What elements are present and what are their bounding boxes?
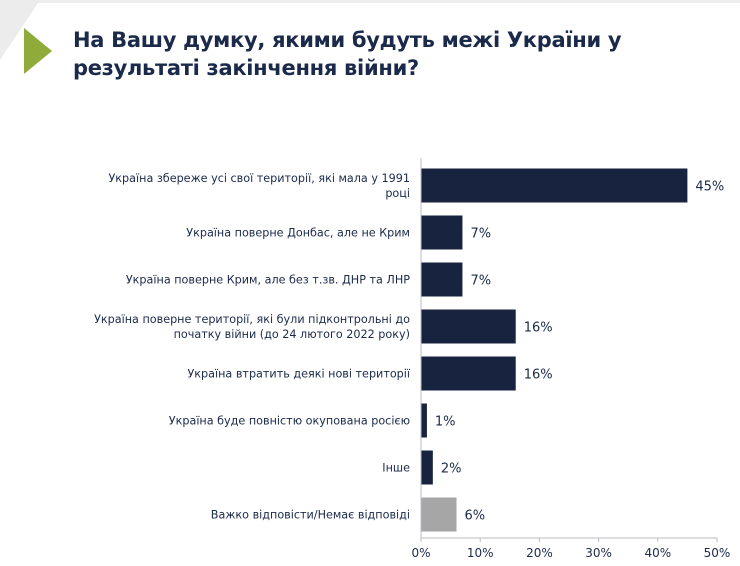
category-label: Україна збереже усі свої території, які … bbox=[108, 172, 410, 185]
bar bbox=[421, 450, 433, 485]
page-title: На Вашу думку, якими будуть межі України… bbox=[73, 28, 622, 80]
top-border bbox=[0, 0, 740, 3]
data-label: 45% bbox=[695, 180, 724, 195]
bar bbox=[421, 262, 463, 297]
x-tick-label: 40% bbox=[644, 546, 671, 560]
category-label: році bbox=[385, 187, 410, 200]
data-label: 7% bbox=[470, 274, 491, 289]
data-label: 1% bbox=[435, 415, 456, 430]
bar bbox=[421, 309, 516, 344]
category-label: Важко відповісти/Немає відповіді bbox=[211, 509, 410, 522]
data-label: 16% bbox=[524, 368, 553, 383]
data-label: 7% bbox=[470, 227, 491, 242]
bar bbox=[421, 497, 457, 532]
category-label: Інше bbox=[382, 462, 410, 475]
x-tick-label: 30% bbox=[585, 546, 612, 560]
bar bbox=[421, 215, 463, 250]
x-tick-label: 10% bbox=[467, 546, 494, 560]
category-label: Україна втратить деякі нові території bbox=[187, 368, 410, 381]
category-label: Україна поверне Донбас, але не Крим bbox=[186, 227, 410, 240]
data-label: 16% bbox=[524, 321, 553, 336]
category-label: Україна поверне території, які були підк… bbox=[94, 313, 410, 326]
category-label: Україна поверне Крим, але без т.зв. ДНР … bbox=[126, 274, 410, 287]
x-tick-label: 50% bbox=[704, 546, 731, 560]
data-label: 6% bbox=[465, 509, 486, 524]
bar bbox=[421, 403, 427, 438]
x-tick-label: 20% bbox=[526, 546, 553, 560]
bar bbox=[421, 356, 516, 391]
arrow-icon bbox=[24, 28, 52, 74]
bar bbox=[421, 168, 688, 203]
data-label: 2% bbox=[441, 462, 462, 477]
category-label: Україна буде повністю окупована росією bbox=[169, 415, 410, 428]
category-label: початку війни (до 24 лютого 2022 року) bbox=[174, 328, 410, 341]
x-tick-label: 0% bbox=[411, 546, 430, 560]
